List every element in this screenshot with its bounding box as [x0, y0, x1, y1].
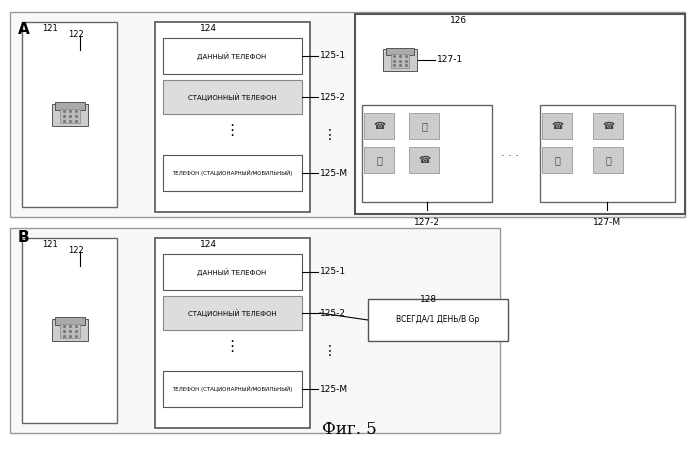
Text: 121: 121 — [42, 24, 58, 33]
Text: 📞: 📞 — [376, 155, 382, 165]
Text: . . .: . . . — [501, 148, 519, 158]
Bar — [163, 296, 302, 330]
Text: 125-1: 125-1 — [320, 51, 346, 60]
Bar — [163, 155, 302, 191]
Text: 📱: 📱 — [554, 155, 560, 165]
Bar — [542, 113, 572, 139]
Bar — [409, 147, 439, 173]
Text: СТАЦИОННЫЙ ТЕЛЕФОН: СТАЦИОННЫЙ ТЕЛЕФОН — [187, 309, 276, 317]
Bar — [52, 104, 88, 126]
Text: 122: 122 — [68, 30, 84, 39]
Text: 127-2: 127-2 — [414, 218, 440, 227]
Text: Фиг. 5: Фиг. 5 — [322, 421, 376, 438]
Bar — [60, 324, 80, 338]
Text: 125-M: 125-M — [320, 168, 348, 177]
Text: ТЕЛЕФОН (СТАЦИОНАРНЫЙ/МОБИЛЬНЫЙ): ТЕЛЕФОН (СТАЦИОНАРНЫЙ/МОБИЛЬНЫЙ) — [172, 386, 292, 392]
Text: ТЕЛЕФОН (СТАЦИОНАРНЫЙ/МОБИЛЬНЫЙ): ТЕЛЕФОН (СТАЦИОНАРНЫЙ/МОБИЛЬНЫЙ) — [172, 170, 292, 176]
Text: 122: 122 — [68, 246, 84, 255]
Bar — [163, 371, 302, 407]
Text: 127-M: 127-M — [593, 218, 621, 227]
Text: 128: 128 — [420, 295, 437, 304]
Bar — [383, 50, 417, 71]
Text: 📱: 📱 — [605, 155, 611, 165]
Text: ВСЕГДА/1 ДЕНЬ/В Gp: ВСЕГДА/1 ДЕНЬ/В Gp — [396, 315, 480, 324]
Bar — [593, 147, 623, 173]
Bar — [364, 113, 394, 139]
Text: ⋮: ⋮ — [323, 128, 337, 142]
Text: ⋮: ⋮ — [224, 122, 240, 138]
Text: 127-1: 127-1 — [437, 55, 463, 64]
Bar — [10, 12, 685, 217]
Bar — [364, 147, 394, 173]
Bar — [368, 299, 508, 341]
Bar — [542, 147, 572, 173]
Bar — [540, 105, 675, 202]
Bar — [55, 102, 85, 110]
Text: ⋮: ⋮ — [224, 338, 240, 354]
Bar — [60, 108, 80, 123]
Text: ☎: ☎ — [602, 121, 614, 131]
Text: 125-2: 125-2 — [320, 309, 346, 318]
Bar — [10, 228, 500, 433]
Text: 125-2: 125-2 — [320, 93, 346, 102]
Bar — [52, 319, 88, 342]
Text: ☎: ☎ — [373, 121, 385, 131]
Text: 126: 126 — [450, 16, 467, 25]
Text: 125-M: 125-M — [320, 384, 348, 393]
Bar — [391, 54, 409, 68]
Text: ⋮: ⋮ — [323, 344, 337, 358]
Bar — [155, 22, 310, 212]
Bar — [55, 317, 85, 325]
Bar — [163, 38, 302, 74]
Text: 124: 124 — [200, 240, 217, 249]
Text: 121: 121 — [42, 240, 58, 249]
Text: ☎: ☎ — [551, 121, 563, 131]
Bar — [355, 14, 685, 214]
Text: ДАННЫЙ ТЕЛЕФОН: ДАННЫЙ ТЕЛЕФОН — [197, 268, 266, 276]
Bar — [22, 22, 117, 207]
Bar — [593, 113, 623, 139]
Bar — [155, 238, 310, 428]
Text: ☎: ☎ — [418, 155, 430, 165]
Text: B: B — [18, 230, 29, 245]
Bar — [163, 80, 302, 114]
Bar — [163, 254, 302, 290]
Bar — [22, 238, 117, 423]
Bar — [409, 113, 439, 139]
Text: A: A — [18, 22, 30, 37]
Text: 124: 124 — [200, 24, 217, 33]
Text: 125-1: 125-1 — [320, 267, 346, 276]
Text: 🖨: 🖨 — [421, 121, 427, 131]
Bar — [387, 48, 414, 55]
Text: СТАЦИОННЫЙ ТЕЛЕФОН: СТАЦИОННЫЙ ТЕЛЕФОН — [187, 93, 276, 101]
Text: ДАННЫЙ ТЕЛЕФОН: ДАННЫЙ ТЕЛЕФОН — [197, 52, 266, 60]
Bar — [362, 105, 492, 202]
